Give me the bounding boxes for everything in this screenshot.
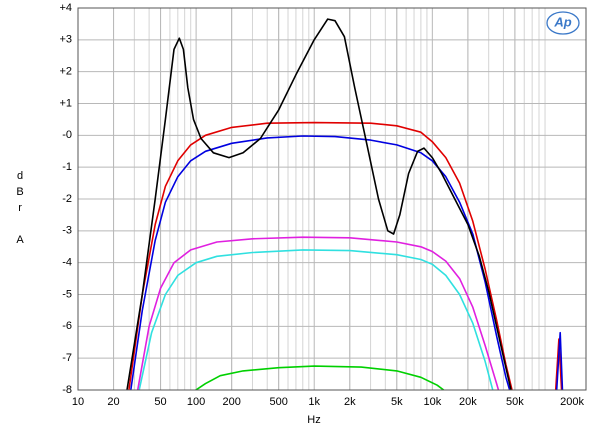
logo-ring xyxy=(546,11,580,35)
y-tick-label: -1 xyxy=(62,161,72,173)
x-tick-label: 50 xyxy=(154,396,166,408)
y-tick-label: +2 xyxy=(59,66,72,78)
series-line xyxy=(555,331,564,390)
x-tick-label: 5k xyxy=(391,396,403,408)
x-tick-label: 10k xyxy=(423,396,441,408)
plot-lines xyxy=(126,18,564,390)
series-line xyxy=(136,236,500,390)
plot-frame xyxy=(77,7,587,391)
y-tick-label: -4 xyxy=(62,257,72,269)
x-tick-label: 2k xyxy=(344,396,356,408)
x-axis-label: Hz xyxy=(307,414,320,426)
grid xyxy=(77,7,587,391)
x-tick-label: 200k xyxy=(560,396,584,408)
y-tick-label: +3 xyxy=(59,34,72,46)
series-line xyxy=(554,338,563,390)
y-tick-label: -6 xyxy=(62,320,72,332)
x-tick-label: 20k xyxy=(459,396,477,408)
y-tick-label: -3 xyxy=(62,225,72,237)
series-line xyxy=(130,135,511,390)
x-tick-label: 1k xyxy=(308,396,320,408)
x-tick-label: 10 xyxy=(72,396,84,408)
series-line xyxy=(128,121,513,390)
y-axis-label: dBr A xyxy=(14,170,26,250)
x-tick-label: 100 xyxy=(187,396,205,408)
y-tick-label: -2 xyxy=(62,193,72,205)
x-tick-label: 50k xyxy=(506,396,524,408)
y-tick-label: -0 xyxy=(62,129,72,141)
logo: Ap xyxy=(553,14,571,29)
x-tick-label: 200 xyxy=(222,396,240,408)
y-tick-label: -8 xyxy=(62,384,72,396)
x-tick-label: 20 xyxy=(107,396,119,408)
series-line xyxy=(138,249,494,390)
series-line xyxy=(126,18,512,390)
x-tick-label: 500 xyxy=(269,396,287,408)
y-tick-label: +1 xyxy=(59,97,72,109)
y-tick-label: -7 xyxy=(62,352,72,364)
y-tick-label: -5 xyxy=(62,288,72,300)
y-tick-label: +4 xyxy=(59,2,72,14)
series-line xyxy=(194,365,445,390)
